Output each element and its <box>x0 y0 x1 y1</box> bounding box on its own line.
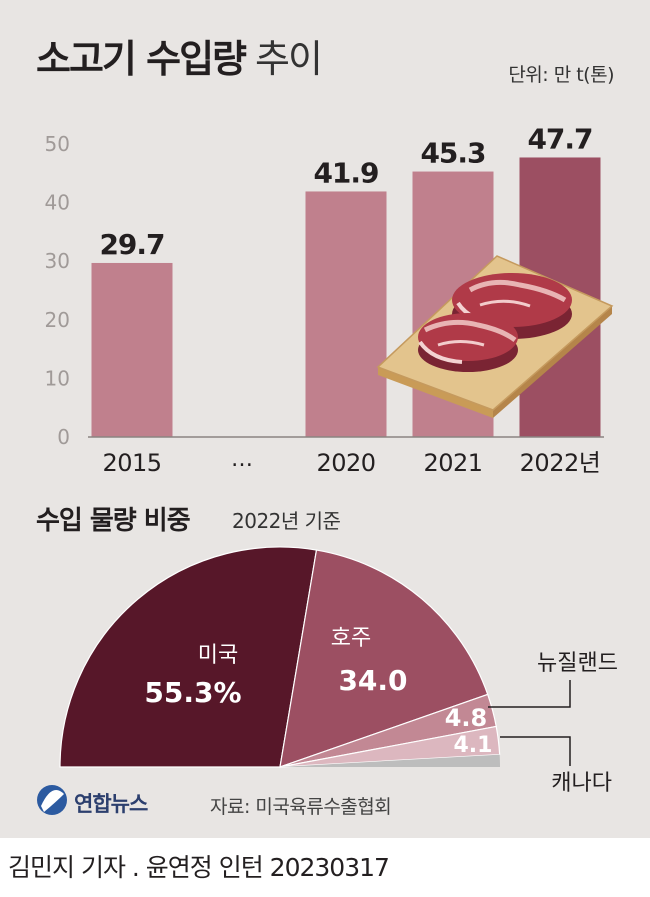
cutting-board-side <box>378 367 493 418</box>
leader-line-canada <box>500 736 571 766</box>
logo-text: 연합뉴스 <box>74 792 148 816</box>
x-tick-label: 2021 <box>423 449 482 477</box>
y-tick-label: 30 <box>45 249 70 273</box>
bar-2015 <box>91 262 173 437</box>
y-tick-label: 50 <box>45 132 70 156</box>
pie-slice-미국 <box>59 546 318 768</box>
bar-value-label: 45.3 <box>420 137 485 170</box>
x-tick-label: 2022년 <box>520 449 601 477</box>
title-main: 소고기 수입량 <box>36 37 247 81</box>
title-sub: 추이 <box>255 37 323 81</box>
pie-slice-remainder <box>280 754 500 767</box>
pie-label-us: 미국 <box>198 643 238 668</box>
byline: 김민지 기자 . 윤연정 인턴 20230317 <box>8 853 390 882</box>
pie-value-canada: 4.1 <box>454 733 493 758</box>
y-tick-label: 40 <box>45 191 70 215</box>
pie-note: 2022년 기준 <box>232 509 341 533</box>
pie-slice-호주 <box>279 549 489 768</box>
x-tick-label: 2020 <box>316 449 375 477</box>
yonhap-logo-icon <box>37 785 67 815</box>
unit-label: 단위: 만 t(톤) <box>508 64 614 86</box>
y-tick-label: 20 <box>45 308 70 332</box>
y-tick-label: 10 <box>45 366 70 390</box>
steak-front <box>418 313 518 372</box>
source-label: 자료: 미국육류수출협회 <box>210 796 392 818</box>
pie-title: 수입 물량 비중 <box>36 506 191 536</box>
axis-break-ellipsis: … <box>231 447 253 472</box>
pie-label-nz: 뉴질랜드 <box>537 651 618 676</box>
y-axis: 0 10 20 30 40 50 <box>45 132 70 449</box>
bar-value-label: 41.9 <box>313 156 378 189</box>
bar-2020 <box>305 191 387 437</box>
pie-label-australia: 호주 <box>331 626 371 651</box>
pie-label-canada: 캐나다 <box>551 771 612 796</box>
pie-leader-lines <box>488 680 571 766</box>
pie-labels: 미국 55.3% 호주 34.0 4.8 4.1 뉴질랜드 캐나다 <box>144 626 618 796</box>
pie-value-us: 55.3% <box>144 676 241 709</box>
pie-value-nz: 4.8 <box>445 704 488 732</box>
x-tick-label: 2015 <box>102 449 161 477</box>
pie-slice-캐나다 <box>279 725 501 768</box>
bar-value-label: 47.7 <box>527 122 592 155</box>
x-axis: 2015 2020 2021 2022년 … <box>88 436 604 477</box>
pie-value-australia: 34.0 <box>338 664 407 697</box>
y-tick-label: 0 <box>57 425 70 449</box>
steak-board-illustration <box>376 255 614 418</box>
page-title: 소고기 수입량 추이 <box>36 28 323 83</box>
bar-value-label: 29.7 <box>99 228 164 261</box>
leader-line-nz <box>488 680 571 708</box>
pie-chart <box>59 546 501 768</box>
charts-canvas: 0 10 20 30 40 50 29.7 41.9 45.3 47.7 2015 2020 202… <box>37 122 618 815</box>
cutting-board-side-right <box>493 306 612 418</box>
